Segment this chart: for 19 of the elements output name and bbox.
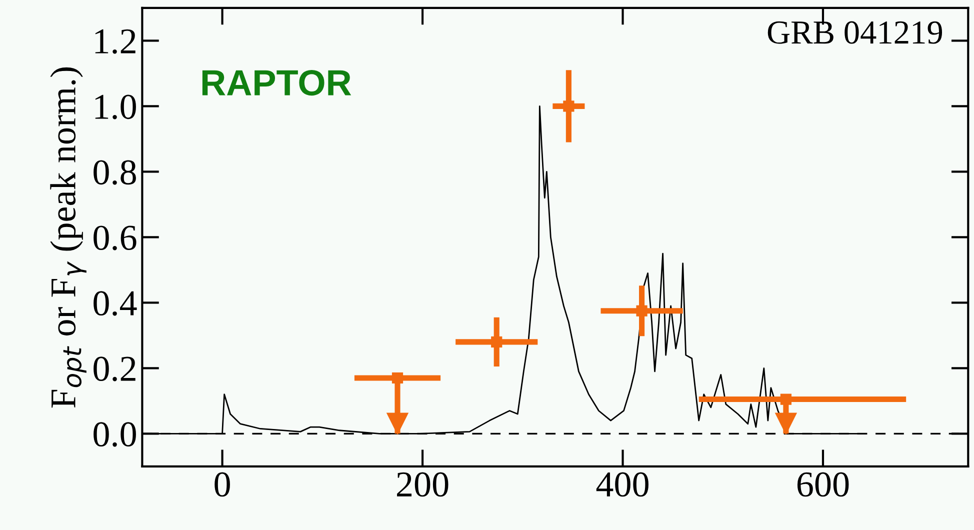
y-axis-title: F$_{opt}$ or F$_{γ}$ (peak norm.) <box>50 67 86 408</box>
y-tick-label: 0.0 <box>94 422 136 447</box>
y-tick-label: 0.4 <box>94 291 137 316</box>
annotation: GRB 041219 <box>768 21 942 44</box>
y-tick-label: 0.8 <box>94 160 136 185</box>
y-tick-label: 0.6 <box>94 226 136 250</box>
y-tick-label: 1.2 <box>95 29 136 54</box>
point <box>636 305 648 316</box>
x-tick-label: 0 <box>214 472 230 497</box>
annotation: RAPTOR <box>202 70 352 96</box>
y-tick-label: 1.0 <box>95 94 136 120</box>
x-tick-label: 600 <box>797 472 849 497</box>
point <box>780 394 792 405</box>
x-tick-label: 200 <box>397 472 448 497</box>
x-tick-label: 400 <box>596 472 648 497</box>
y-tick-label: 0.2 <box>94 356 136 382</box>
point <box>563 100 574 112</box>
point <box>392 372 404 384</box>
point <box>491 336 502 348</box>
